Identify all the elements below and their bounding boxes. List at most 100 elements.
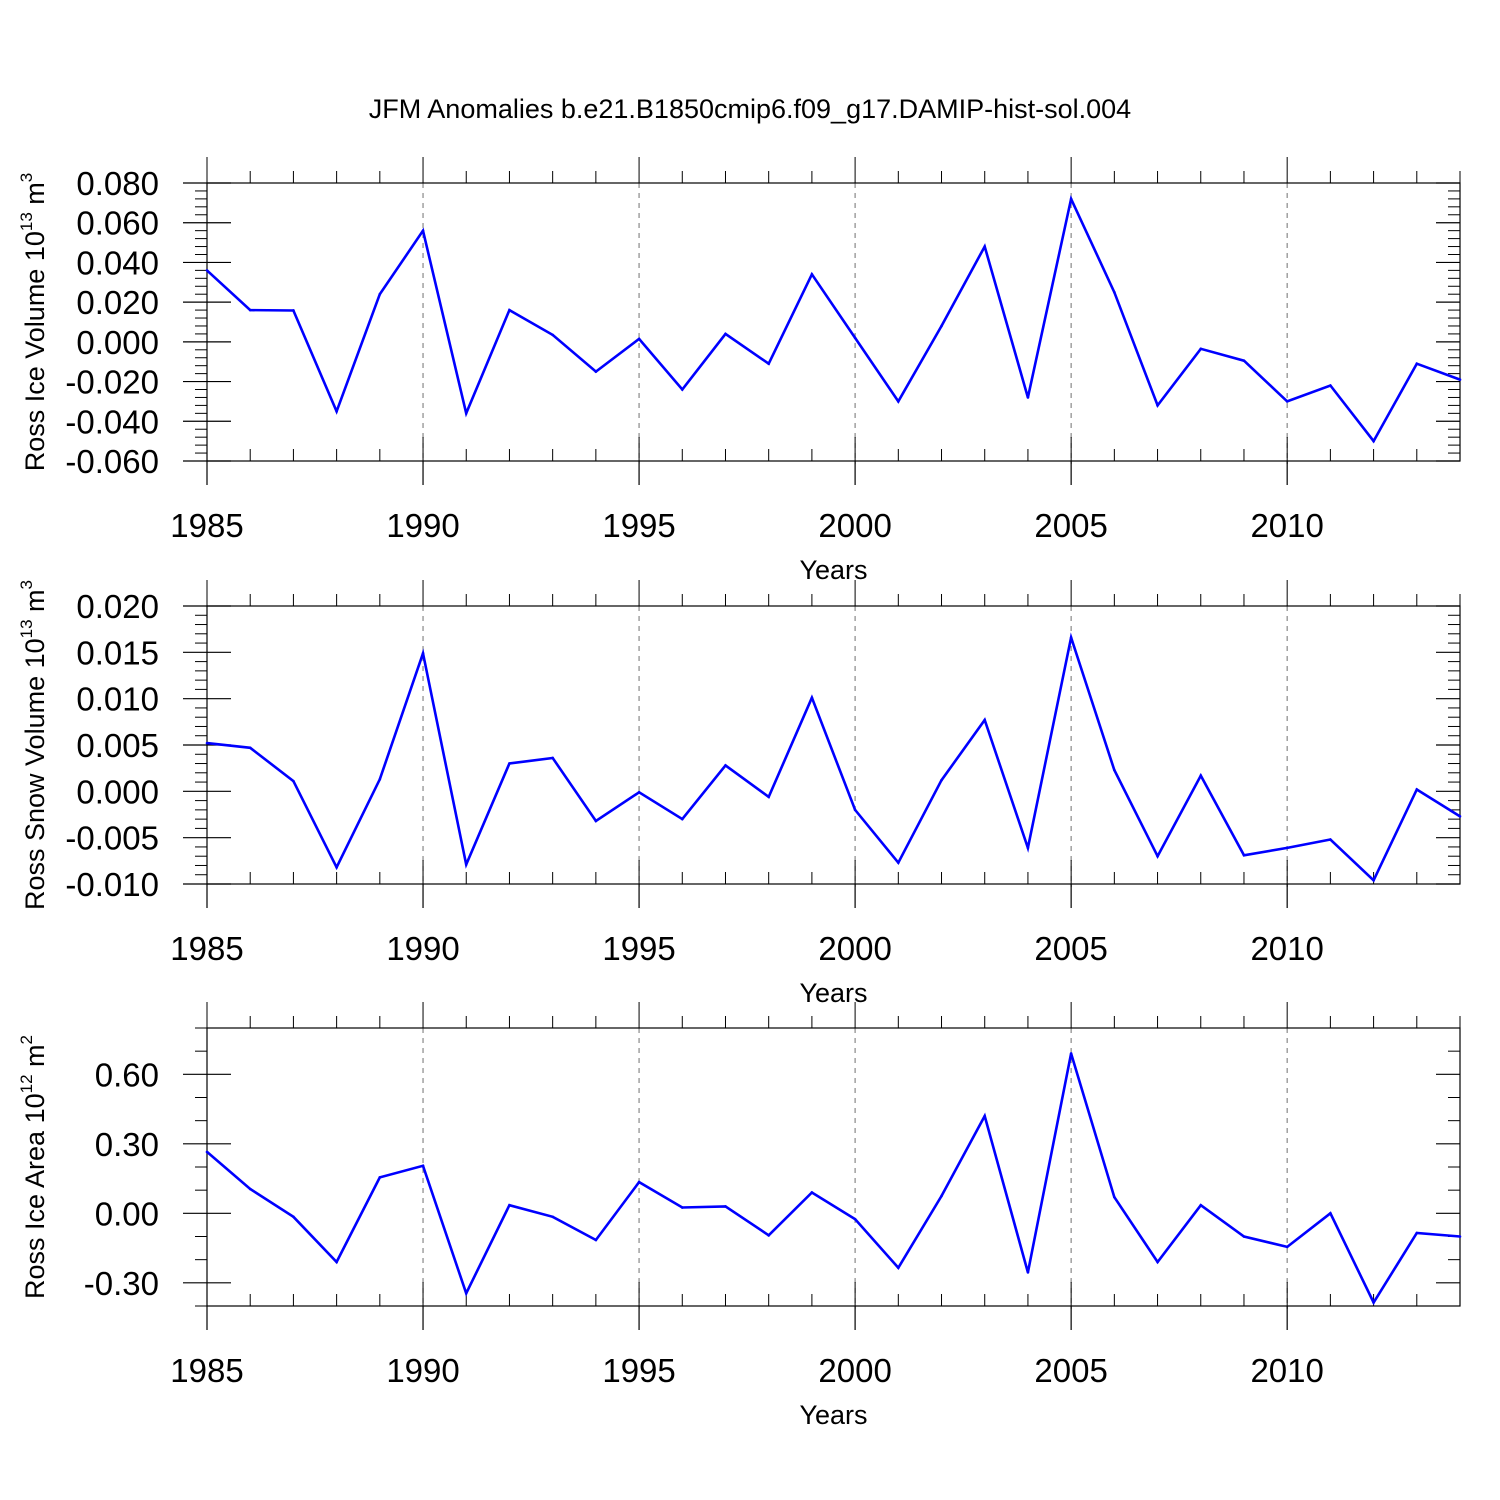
x-axis-label: Years bbox=[799, 1400, 867, 1430]
data-point bbox=[594, 1238, 598, 1242]
data-point bbox=[1199, 347, 1203, 351]
data-point bbox=[983, 245, 987, 248]
x-tick-label: 1995 bbox=[602, 1352, 675, 1389]
data-point bbox=[1415, 1231, 1419, 1235]
x-tick-label: 1995 bbox=[602, 507, 675, 544]
y-tick-label: 0.080 bbox=[76, 165, 159, 202]
data-point bbox=[1069, 1052, 1073, 1055]
data-point bbox=[421, 651, 425, 655]
data-point bbox=[767, 362, 770, 366]
data-point bbox=[724, 332, 727, 336]
x-tick-label: 2000 bbox=[818, 930, 891, 967]
data-point bbox=[810, 696, 814, 700]
data-point bbox=[464, 1291, 468, 1295]
data-point bbox=[983, 718, 987, 722]
y-tick-label: 0.020 bbox=[76, 588, 159, 625]
data-point bbox=[205, 1150, 209, 1154]
data-point bbox=[897, 1266, 900, 1270]
y-tick-label: 0.015 bbox=[76, 634, 159, 671]
data-point bbox=[1156, 1260, 1159, 1264]
data-point bbox=[810, 1191, 814, 1194]
x-axis-label: Years bbox=[799, 555, 867, 585]
data-point bbox=[1372, 439, 1375, 443]
data-point bbox=[940, 778, 943, 782]
y-tick-label: 0.060 bbox=[76, 205, 159, 242]
y-tick-label: 0.30 bbox=[95, 1126, 159, 1163]
x-tick-label: 1985 bbox=[170, 930, 243, 967]
x-tick-label: 1990 bbox=[386, 507, 459, 544]
data-point bbox=[1199, 1203, 1203, 1207]
data-point bbox=[1113, 1195, 1116, 1199]
data-point bbox=[1458, 378, 1462, 381]
data-point bbox=[1242, 359, 1246, 363]
x-tick-label: 1990 bbox=[386, 930, 459, 967]
x-tick-label: 2005 bbox=[1034, 930, 1107, 967]
chart-panel-1: -0.060-0.040-0.0200.0000.0200.0400.0600.… bbox=[17, 157, 1462, 585]
x-tick-label: 2000 bbox=[818, 1352, 891, 1389]
series-line bbox=[206, 1053, 1461, 1306]
y-tick-label: 0.010 bbox=[76, 681, 159, 718]
data-point bbox=[1458, 1235, 1462, 1238]
data-point bbox=[853, 336, 857, 340]
data-point bbox=[1069, 197, 1073, 201]
data-point bbox=[767, 1234, 770, 1237]
data-point bbox=[1113, 768, 1116, 772]
data-point bbox=[983, 1114, 987, 1118]
data-point bbox=[205, 741, 209, 745]
data-point bbox=[1372, 1301, 1375, 1304]
y-axis-label: Ross Ice Volume 1013 m3 bbox=[17, 173, 50, 472]
data-point bbox=[940, 1194, 943, 1198]
y-tick-label: 0.005 bbox=[76, 727, 159, 764]
data-point bbox=[378, 292, 382, 296]
x-tick-label: 2010 bbox=[1250, 507, 1323, 544]
y-tick-label: 0.020 bbox=[76, 284, 159, 321]
data-point bbox=[248, 746, 252, 750]
data-point bbox=[1242, 1235, 1246, 1238]
chart-title: JFM Anomalies b.e21.B1850cmip6.f09_g17.D… bbox=[369, 94, 1131, 124]
y-tick-label: 0.000 bbox=[76, 773, 159, 810]
data-point bbox=[594, 370, 598, 373]
data-point bbox=[810, 273, 814, 276]
data-point bbox=[1329, 1212, 1332, 1215]
data-point bbox=[767, 795, 770, 799]
data-point bbox=[1415, 788, 1419, 791]
data-point bbox=[680, 817, 684, 821]
x-tick-label: 2010 bbox=[1250, 930, 1323, 967]
x-tick-label: 1995 bbox=[602, 930, 675, 967]
data-point bbox=[1285, 846, 1289, 850]
x-tick-label: 1985 bbox=[170, 1352, 243, 1389]
y-tick-label: -0.005 bbox=[65, 820, 159, 857]
data-point bbox=[724, 1205, 727, 1208]
chart-panel-3: -0.30 0.00 0.30 0.60 1985 1990 1995 2000 2005 201… bbox=[17, 1002, 1462, 1430]
y-tick-label: -0.010 bbox=[65, 866, 159, 903]
data-point bbox=[205, 269, 209, 272]
y-tick-label: 0.040 bbox=[76, 244, 159, 281]
data-point bbox=[897, 861, 900, 864]
data-point bbox=[1026, 396, 1030, 399]
y-tick-label: -0.060 bbox=[65, 443, 159, 480]
plot-frame bbox=[206, 1027, 1461, 1307]
series-line bbox=[206, 632, 1461, 883]
y-tick-label: -0.020 bbox=[65, 364, 159, 401]
data-point bbox=[551, 333, 554, 337]
data-point bbox=[1069, 636, 1073, 639]
data-point bbox=[508, 1203, 511, 1207]
y-axis-label: Ross Snow Volume 1013 m3 bbox=[17, 580, 50, 910]
chart-panel-2: -0.010 -0.005 0.000 0.005 0.010 0.015 0.020 198… bbox=[17, 580, 1462, 1008]
data-point bbox=[421, 229, 425, 232]
data-point bbox=[1372, 878, 1375, 882]
x-axis-label: Years bbox=[799, 978, 867, 1008]
data-point bbox=[1026, 1271, 1030, 1274]
data-point bbox=[1242, 853, 1246, 857]
data-point bbox=[464, 863, 468, 866]
data-point bbox=[464, 412, 468, 415]
data-point bbox=[292, 309, 295, 312]
plot-frame bbox=[206, 182, 1461, 462]
data-point bbox=[594, 819, 598, 823]
data-point bbox=[335, 866, 338, 869]
data-point bbox=[853, 808, 857, 812]
data-point bbox=[421, 1164, 425, 1168]
data-point bbox=[1285, 1245, 1289, 1249]
data-point bbox=[897, 400, 900, 403]
data-point bbox=[853, 1217, 857, 1221]
